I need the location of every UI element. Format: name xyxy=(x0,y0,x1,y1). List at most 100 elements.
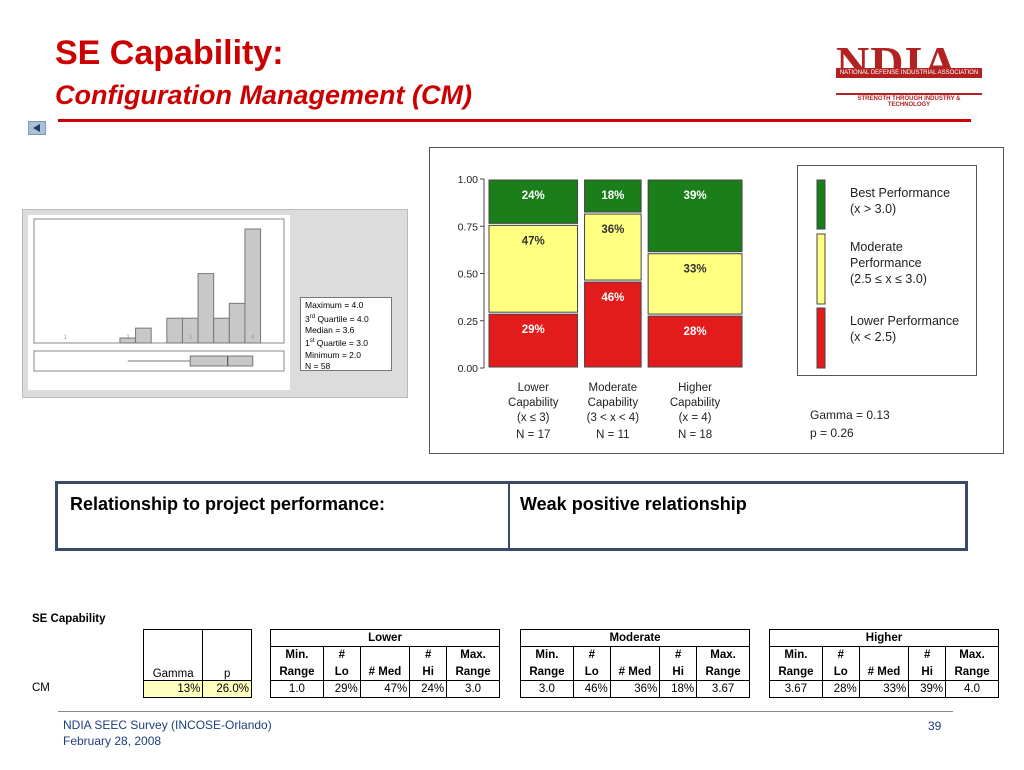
relationship-table: Relationship to project performance: Wea… xyxy=(55,481,968,551)
group-cell: 3.0 xyxy=(446,680,500,698)
legend-label: (x < 2.5) xyxy=(850,330,896,344)
histogram-bar xyxy=(213,317,230,344)
mosaic-cell-label: 39% xyxy=(684,190,707,202)
col-header-bottom: Range xyxy=(696,663,750,681)
group-cell: 36% xyxy=(609,680,661,698)
mosaic-cell-label: 29% xyxy=(522,324,545,336)
col-header-bottom: Hi xyxy=(908,663,947,681)
legend-label: Best Performance xyxy=(850,186,950,200)
boxplot-box xyxy=(189,355,254,367)
stat-n: N = 58 xyxy=(305,361,331,372)
footer-divider xyxy=(58,711,953,712)
group-table-moderate: Moderate Min. # # Max. Range Lo # Med Hi Range 3.0… xyxy=(520,629,750,698)
col-header-top: # xyxy=(908,646,947,664)
col-header-bottom: Range xyxy=(769,663,823,681)
stat-minimum: Minimum = 2.0 xyxy=(305,349,361,360)
histogram-tick: 4 xyxy=(251,335,255,341)
group-cell: 28% xyxy=(821,680,860,698)
group-cell: 3.0 xyxy=(520,680,574,698)
legend-label: (x > 3.0) xyxy=(850,202,896,216)
col-header-bottom: # Med xyxy=(609,663,661,681)
mosaic-cell xyxy=(584,179,642,213)
chart-legend: Best Performance (x > 3.0) Moderate Perform… xyxy=(797,165,977,376)
stat-median: Median = 3.6 xyxy=(305,324,355,335)
legend-label: (2.5 ≤ x ≤ 3.0) xyxy=(850,272,927,286)
footer-date: February 28, 2008 xyxy=(63,734,162,748)
stat-q1: 1st Quartile = 3.0 xyxy=(305,338,369,349)
col-header-top: Min. xyxy=(270,646,324,664)
cm-row-label: CM xyxy=(32,682,50,694)
col-header-bottom: Lo xyxy=(821,663,860,681)
mosaic-cell-label: 36% xyxy=(601,224,624,236)
title-divider xyxy=(58,119,971,122)
relationship-value: Weak positive relationship xyxy=(520,494,747,514)
mosaic-chart: 1.00 0.75 0.50 0.25 0.00 29% 47% 24% Lower Capabi… xyxy=(458,174,743,441)
histogram-svg: 1 2 3 4 xyxy=(33,218,285,372)
mosaic-cell-label: 46% xyxy=(601,292,624,304)
col-header-top: Min. xyxy=(520,646,574,664)
relationship-label: Relationship to project performance: xyxy=(58,484,510,548)
col-header-top xyxy=(359,646,411,664)
group-name: Moderate xyxy=(520,629,750,647)
col-header-bottom: # Med xyxy=(359,663,411,681)
category-label: N = 18 xyxy=(678,429,712,441)
col-header-bottom: Lo xyxy=(322,663,361,681)
category-label: N = 17 xyxy=(516,429,550,441)
category-label: Moderate xyxy=(589,382,638,394)
y-tick-label: 0.75 xyxy=(458,221,479,233)
col-header-top: # xyxy=(409,646,448,664)
group-cell: 3.67 xyxy=(769,680,823,698)
col-header-top: # xyxy=(659,646,698,664)
mosaic-cell-label: 33% xyxy=(684,264,707,276)
gamma-table: Gamma p 13% 26.0% xyxy=(142,629,252,698)
group-name: Lower xyxy=(270,629,500,647)
col-header-top: Max. xyxy=(696,646,750,664)
mosaic-cell-label: 24% xyxy=(522,190,545,202)
group-name: Higher xyxy=(769,629,999,647)
col-header-bottom: Range xyxy=(520,663,574,681)
page-subtitle: Configuration Management (CM) xyxy=(55,80,472,110)
col-header-top: # xyxy=(322,646,361,664)
legend-label: Lower Performance xyxy=(850,314,959,328)
category-label: N = 11 xyxy=(596,429,629,441)
col-header-top: Max. xyxy=(446,646,500,664)
mosaic-cell xyxy=(488,313,579,368)
col-header-top: # xyxy=(572,646,611,664)
group-cell: 4.0 xyxy=(945,680,999,698)
group-table-higher: Higher Min. # # Max. Range Lo # Med Hi Range 3.67 2… xyxy=(769,629,999,698)
legend-label: Performance xyxy=(850,256,922,270)
mosaic-cell-label: 47% xyxy=(522,235,545,247)
mosaic-cell xyxy=(488,179,579,224)
mosaic-cell xyxy=(647,315,743,368)
stat-maximum: Maximum = 4.0 xyxy=(305,300,364,310)
category-label: Lower xyxy=(518,382,549,394)
histogram-tick: 3 xyxy=(189,335,193,341)
group-cell: 3.67 xyxy=(696,680,750,698)
category-label: Capability xyxy=(670,397,721,409)
category-label: Capability xyxy=(508,397,559,409)
category-label: (x ≤ 3) xyxy=(517,412,550,424)
mosaic-cell-label: 28% xyxy=(684,326,707,338)
histogram-bar xyxy=(244,228,262,344)
legend-svg: Best Performance (x > 3.0) Moderate Perform… xyxy=(816,179,959,369)
ndia-logo: NDIA NATIONAL DEFENSE INDUSTRIAL ASSOCIA… xyxy=(836,44,982,108)
col-header-bottom: Range xyxy=(446,663,500,681)
category-label: Capability xyxy=(588,397,639,409)
col-header-bottom: # Med xyxy=(858,663,910,681)
p-value: 26.0% xyxy=(202,680,252,698)
mosaic-cell xyxy=(647,179,743,253)
histogram-bar xyxy=(228,302,246,344)
col-header-top: Max. xyxy=(945,646,999,664)
mosaic-cell xyxy=(584,281,642,368)
col-header-top xyxy=(858,646,910,664)
gamma-label: Gamma = 0.13 xyxy=(810,408,890,422)
col-header-bottom: Hi xyxy=(659,663,698,681)
group-cell: 1.0 xyxy=(270,680,324,698)
group-cell: 24% xyxy=(409,680,448,698)
y-tick-label: 0.50 xyxy=(458,269,479,281)
category-label: (3 < x < 4) xyxy=(587,412,640,424)
se-capability-label: SE Capability xyxy=(32,613,106,625)
histogram-bar xyxy=(197,273,215,344)
back-arrow-icon[interactable] xyxy=(28,121,46,135)
page-number: 39 xyxy=(928,719,942,733)
